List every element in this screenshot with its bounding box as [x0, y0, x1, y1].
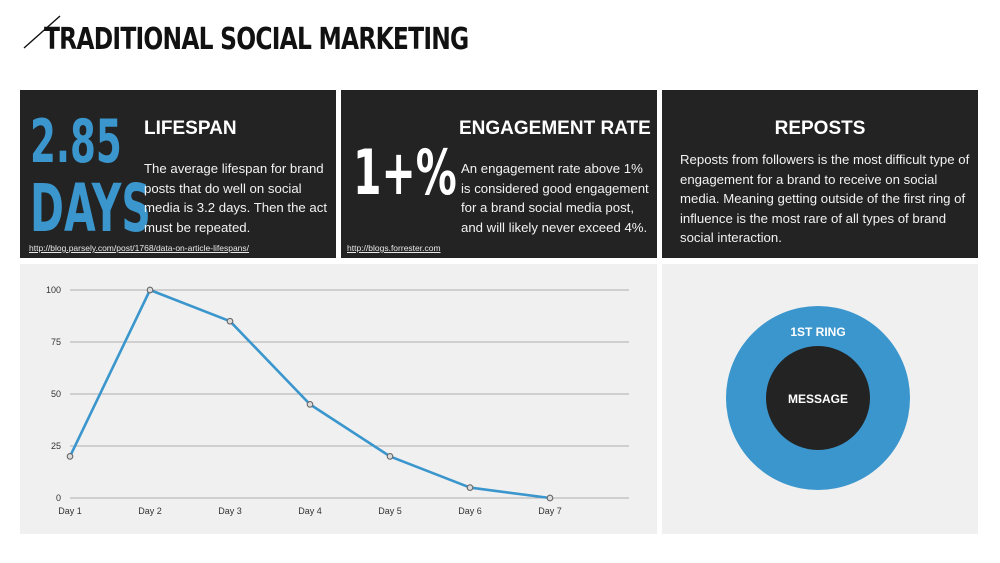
reposts-body: Reposts from followers is the most diffi… [680, 152, 970, 245]
lifespan-source-link[interactable]: http://blog.parsely.com/post/1768/data-o… [29, 243, 250, 253]
inner-circle [766, 346, 870, 450]
lifespan-heading: LIFESPAN [144, 118, 237, 139]
data-point [386, 453, 394, 460]
y-tick-label: 100 [46, 285, 61, 295]
data-point [226, 317, 234, 325]
y-tick-label: 0 [56, 493, 61, 503]
engagement-heading: ENGAGEMENT RATE [459, 118, 651, 139]
data-point [306, 401, 314, 408]
x-tick-label: Day 7 [538, 506, 562, 516]
data-point [466, 484, 474, 491]
y-tick-label: 25 [51, 441, 61, 451]
x-tick-label: Day 4 [298, 506, 322, 516]
x-tick-label: Day 3 [218, 506, 242, 516]
engagement-body: An engagement rate above 1% is considere… [461, 161, 649, 235]
engagement-big-value: 1+% [353, 136, 457, 209]
engagement-source-link[interactable]: http://blogs.forrester.com [347, 243, 441, 253]
page-title: TRADITIONAL SOCIAL MARKETING [44, 22, 469, 57]
lifespan-card: 2.85 DAYS LIFESPAN The average lifespan … [20, 90, 336, 258]
engagement-line-chart: 0 25 50 75 100 Day 1 Day 2 Day 3 Day 4 Day 5 Day … [46, 285, 629, 516]
reposts-card: REPOSTS Reposts from followers is the mo… [662, 90, 978, 258]
title-slash-decoration [23, 15, 61, 49]
lifespan-big-unit: DAYS [30, 170, 151, 247]
data-point [546, 494, 554, 502]
x-tick-label: Day 2 [138, 506, 162, 516]
y-tick-label: 50 [51, 389, 61, 399]
outer-ring-label: 1ST RING [790, 325, 845, 339]
x-tick-label: Day 5 [378, 506, 402, 516]
chart-panel: 0 25 50 75 100 Day 1 Day 2 Day 3 Day 4 Day 5 Day … [20, 264, 657, 534]
inner-circle-label: MESSAGE [788, 392, 848, 406]
x-tick-label: Day 6 [458, 506, 482, 516]
data-point [66, 453, 74, 460]
influence-ring-diagram: 1ST RING MESSAGE [726, 306, 910, 490]
lifespan-body: The average lifespan for brand posts tha… [144, 161, 328, 235]
ring-panel: 1ST RING MESSAGE [662, 264, 978, 534]
x-tick-label: Day 1 [58, 506, 82, 516]
data-point [146, 286, 154, 294]
y-tick-label: 75 [51, 337, 61, 347]
lifespan-big-value: 2.85 [30, 107, 122, 177]
engagement-card: 1+% ENGAGEMENT RATE An engagement rate a… [341, 90, 657, 258]
reposts-heading: REPOSTS [774, 118, 866, 139]
